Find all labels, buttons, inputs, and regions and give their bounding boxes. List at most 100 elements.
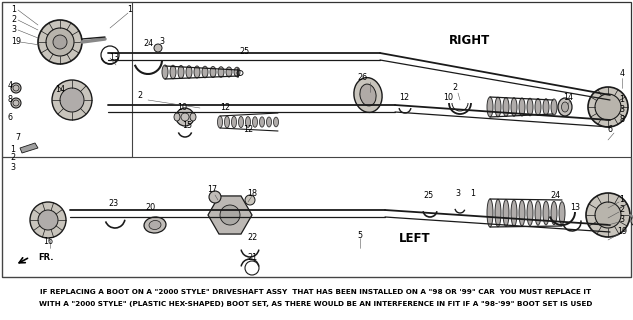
Circle shape: [631, 216, 633, 226]
Ellipse shape: [260, 117, 265, 127]
Ellipse shape: [194, 66, 200, 78]
Circle shape: [38, 210, 58, 230]
Text: 12: 12: [399, 93, 409, 102]
Ellipse shape: [519, 98, 525, 116]
Ellipse shape: [561, 102, 568, 112]
Text: RIGHT: RIGHT: [449, 34, 491, 46]
Circle shape: [38, 20, 82, 64]
Ellipse shape: [527, 98, 533, 116]
Ellipse shape: [232, 116, 237, 128]
Ellipse shape: [202, 66, 208, 78]
Text: 3: 3: [160, 37, 165, 46]
Bar: [2, 2, 631, 277]
Text: 24: 24: [143, 39, 153, 49]
Ellipse shape: [487, 199, 493, 227]
Circle shape: [11, 83, 21, 93]
Text: 7: 7: [15, 133, 20, 142]
Text: 13: 13: [109, 53, 119, 62]
Text: 2: 2: [137, 91, 142, 100]
Text: 26: 26: [357, 74, 367, 83]
Ellipse shape: [527, 201, 533, 226]
Ellipse shape: [225, 116, 230, 128]
Ellipse shape: [559, 202, 565, 224]
Text: 19: 19: [11, 37, 21, 46]
Text: 19: 19: [617, 228, 627, 236]
Ellipse shape: [266, 117, 272, 127]
Ellipse shape: [178, 66, 184, 78]
Text: 21: 21: [247, 252, 257, 261]
Ellipse shape: [535, 201, 541, 225]
Ellipse shape: [551, 201, 557, 225]
Ellipse shape: [511, 98, 517, 116]
Ellipse shape: [170, 65, 176, 79]
Ellipse shape: [149, 220, 161, 229]
Ellipse shape: [234, 67, 240, 77]
Text: 10: 10: [443, 93, 453, 102]
Ellipse shape: [519, 200, 525, 226]
Ellipse shape: [210, 67, 216, 77]
Ellipse shape: [495, 97, 501, 117]
Text: 12: 12: [220, 103, 230, 113]
Text: 3: 3: [620, 215, 625, 225]
Text: LEFT: LEFT: [399, 231, 431, 244]
Text: 6: 6: [8, 114, 13, 123]
Circle shape: [586, 193, 630, 237]
Text: 3: 3: [620, 106, 625, 115]
Polygon shape: [208, 196, 252, 234]
Text: 3: 3: [456, 188, 460, 197]
Ellipse shape: [186, 66, 192, 78]
Text: 2: 2: [10, 154, 15, 163]
Circle shape: [11, 98, 21, 108]
Text: IF REPLACING A BOOT ON A "2000 STYLE" DRIVESHAFT ASSY  THAT HAS BEEN INSTALLED O: IF REPLACING A BOOT ON A "2000 STYLE" DR…: [41, 289, 592, 295]
Circle shape: [245, 195, 255, 205]
Text: 23: 23: [108, 199, 118, 209]
Ellipse shape: [535, 99, 541, 116]
Circle shape: [46, 28, 74, 56]
Ellipse shape: [543, 201, 549, 225]
Text: 2: 2: [620, 205, 625, 214]
Ellipse shape: [503, 98, 509, 116]
Text: FR.: FR.: [38, 253, 54, 262]
Ellipse shape: [495, 199, 501, 227]
Circle shape: [53, 35, 67, 49]
Ellipse shape: [511, 200, 517, 226]
Text: 4: 4: [8, 81, 13, 90]
Ellipse shape: [218, 67, 224, 77]
Text: 18: 18: [247, 188, 257, 197]
Text: 25: 25: [239, 47, 249, 57]
Text: 17: 17: [207, 186, 217, 195]
Bar: [2, 157, 631, 277]
Circle shape: [176, 108, 194, 126]
Ellipse shape: [144, 217, 166, 233]
Text: WITH A "2000 STYLE" (PLASTIC HEX-SHAPED) BOOT SET, AS THERE WOULD BE AN INTERFER: WITH A "2000 STYLE" (PLASTIC HEX-SHAPED)…: [39, 301, 592, 307]
Ellipse shape: [162, 65, 168, 79]
Ellipse shape: [239, 116, 244, 128]
Ellipse shape: [551, 99, 557, 115]
Text: 2: 2: [11, 15, 16, 25]
Circle shape: [595, 202, 621, 228]
Text: 1: 1: [11, 5, 16, 14]
Text: 8: 8: [8, 95, 13, 105]
Ellipse shape: [273, 117, 279, 127]
Bar: [2, 2, 132, 157]
Circle shape: [60, 88, 84, 112]
Circle shape: [595, 94, 621, 120]
Text: 15: 15: [182, 121, 192, 130]
Text: 13: 13: [570, 204, 580, 212]
Ellipse shape: [558, 98, 572, 116]
Circle shape: [52, 80, 92, 120]
Polygon shape: [20, 143, 38, 153]
Ellipse shape: [253, 117, 258, 127]
Text: 5: 5: [358, 230, 363, 239]
Circle shape: [209, 191, 221, 203]
Text: 10: 10: [177, 103, 187, 113]
Circle shape: [30, 202, 66, 238]
Text: 1: 1: [620, 196, 625, 204]
Circle shape: [154, 44, 162, 52]
Text: 4: 4: [620, 68, 625, 77]
Text: 1: 1: [127, 5, 132, 14]
Ellipse shape: [487, 97, 493, 117]
Circle shape: [588, 87, 628, 127]
Text: 1: 1: [620, 95, 625, 105]
Text: 16: 16: [43, 237, 53, 246]
